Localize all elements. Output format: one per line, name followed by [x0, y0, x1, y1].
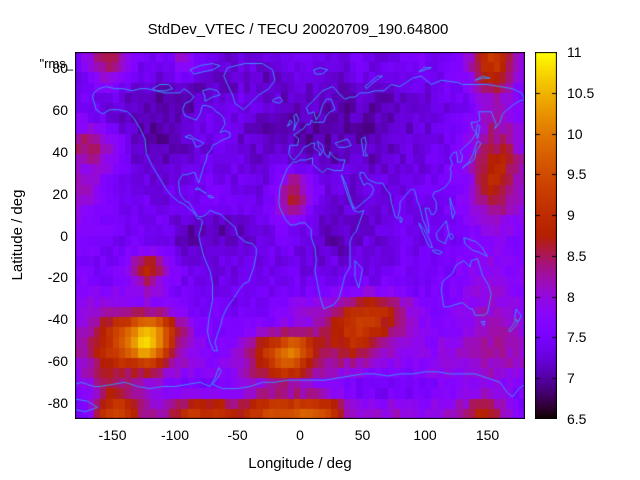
- colorbar-tick-label: 7: [567, 370, 575, 387]
- world-heatmap-canvas: [75, 52, 525, 419]
- colorbar-tick-label: 10.5: [567, 84, 595, 101]
- x-tick-label: -150: [98, 427, 127, 443]
- colorbar-tick-label: 10: [567, 125, 583, 142]
- y-tick-label: -60: [47, 353, 68, 370]
- colorbar-canvas: [535, 52, 557, 419]
- x-tick-label: 50: [354, 427, 371, 443]
- rms-overlay-label: "rms_: [39, 56, 73, 71]
- colorbar-tick-label: 8: [567, 288, 575, 305]
- y-tick-label: -40: [47, 311, 68, 328]
- colorbar-tick-label: 8.5: [567, 247, 587, 264]
- y-tick-label: 60: [52, 101, 68, 118]
- x-tick-label: -50: [227, 427, 248, 443]
- y-tick-label: 40: [52, 143, 68, 160]
- y-tick-label: 80: [52, 59, 68, 76]
- colorbar-tick-label: 9.5: [567, 166, 587, 183]
- x-axis-title: Longitude / deg: [248, 455, 352, 472]
- colorbar-tick-label: 7.5: [567, 329, 587, 346]
- y-tick-label: 20: [52, 185, 68, 202]
- colorbar-tick-label: 11: [567, 44, 582, 60]
- colorbar-tick-label: 9: [567, 207, 575, 224]
- colorbar-tick-label: 6.5: [567, 411, 587, 427]
- x-tick-label: 150: [475, 427, 500, 443]
- y-tick-label: -80: [47, 395, 68, 412]
- x-tick-label: -100: [160, 427, 190, 443]
- chart-title: StdDev_VTEC / TECU 20020709_190.64800: [147, 21, 449, 38]
- x-tick-label: 100: [413, 427, 437, 443]
- y-tick-label: -20: [47, 269, 68, 286]
- x-tick-label: 0: [296, 427, 304, 443]
- y-tick-label: 0: [60, 227, 68, 244]
